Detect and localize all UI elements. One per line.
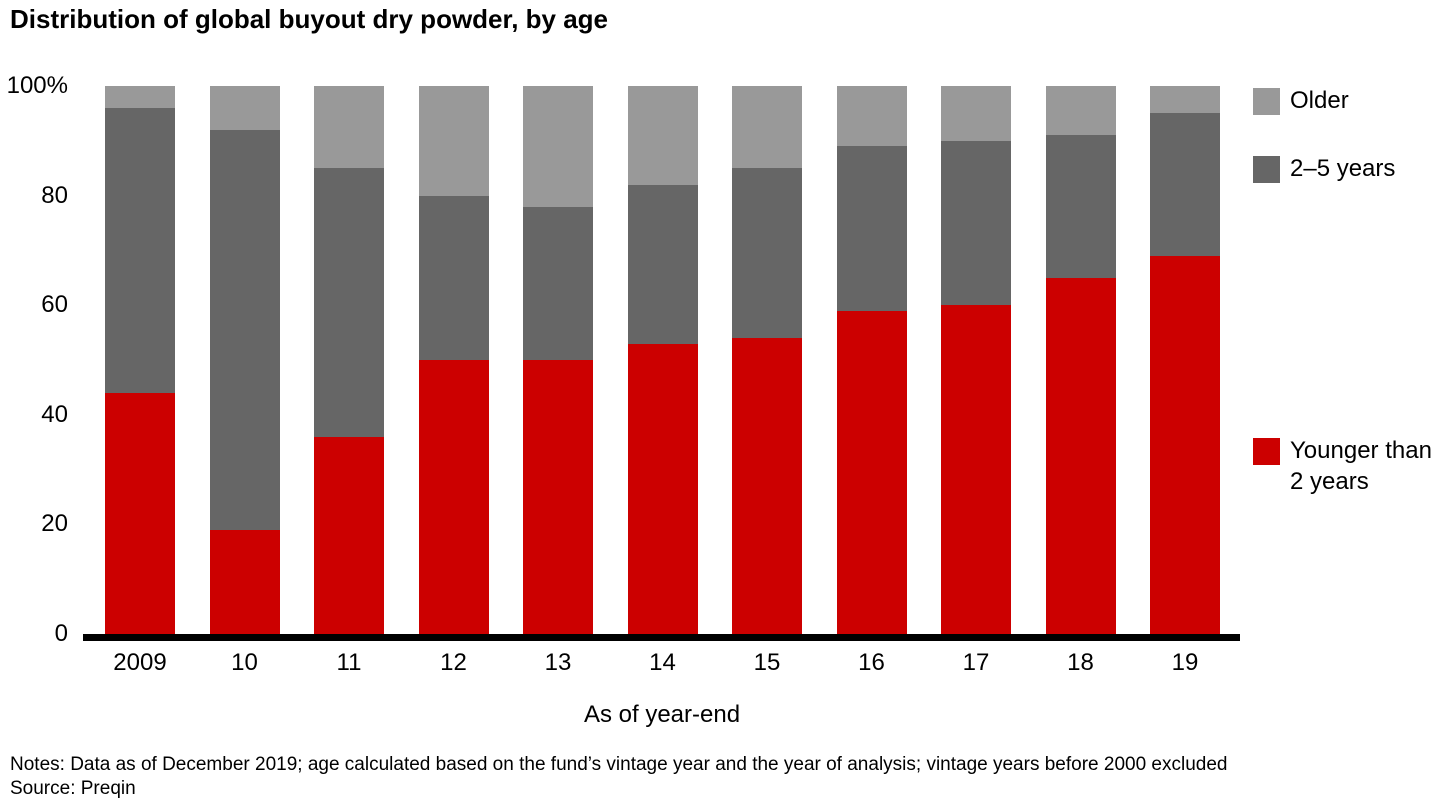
bar-segment — [105, 107, 175, 393]
bar-segment — [732, 86, 802, 169]
bar-segment — [836, 86, 907, 147]
younger-swatch — [1253, 438, 1280, 465]
legend-label-older: Older — [1290, 87, 1349, 114]
bar-segment — [209, 529, 280, 634]
x-tick-label: 16 — [858, 649, 885, 676]
bar-segment — [627, 86, 698, 185]
y-tick-label: 80 — [41, 181, 68, 209]
bar-segment — [732, 168, 802, 339]
bar-segment — [418, 86, 489, 196]
x-tick-label: 19 — [1171, 649, 1199, 676]
x-tick-label: 11 — [336, 649, 362, 676]
bar-segment — [523, 360, 593, 634]
x-tick-label: 2009 — [113, 649, 167, 676]
bar-segment — [209, 129, 280, 530]
bar-segment — [523, 206, 593, 360]
x-tick-label: 13 — [544, 649, 572, 676]
x-axis-caption: As of year-end — [583, 701, 741, 728]
bar-segment — [105, 392, 175, 634]
bar-segment — [1045, 277, 1116, 634]
y-tick-label: 40 — [41, 400, 68, 428]
x-tick-label: 15 — [753, 649, 781, 676]
bar-segment — [1150, 255, 1220, 634]
legend-label-younger: Younger than 2 years — [1290, 437, 1432, 495]
2-5-years-swatch — [1253, 156, 1280, 183]
bar-segment — [1150, 113, 1220, 256]
bar-segment — [836, 310, 907, 634]
x-tick-label: 17 — [962, 649, 990, 676]
bar-segment — [836, 146, 907, 311]
source-text: Source: Preqin — [10, 778, 136, 799]
bar-segment — [418, 360, 489, 634]
plot-area — [85, 86, 1240, 634]
legend-label-2-5-years: 2–5 years — [1290, 155, 1396, 182]
bar-segment — [1150, 86, 1220, 114]
bar-segment — [732, 338, 802, 634]
bar-segment — [209, 86, 280, 130]
bar-segment — [314, 86, 384, 169]
x-tick-label: 18 — [1067, 649, 1094, 676]
bar-segment — [941, 140, 1011, 306]
bar-segment — [314, 168, 384, 437]
chart-title: Distribution of global buyout dry powder… — [10, 4, 609, 34]
older-swatch — [1253, 88, 1280, 115]
bar-segment — [1045, 86, 1116, 136]
bar-segment — [523, 86, 593, 207]
bar-segment — [1045, 135, 1116, 278]
y-tick-label: 100% — [6, 72, 68, 99]
bar-segment — [941, 305, 1011, 634]
bar-segment — [418, 195, 489, 360]
x-tick-label: 14 — [649, 649, 676, 676]
x-tick-label: 10 — [231, 649, 258, 676]
bar-segment — [314, 436, 384, 634]
bar-segment — [941, 86, 1011, 141]
notes-text: Notes: Data as of December 2019; age cal… — [10, 754, 1228, 775]
y-tick-label: 0 — [54, 620, 68, 647]
x-axis-line — [83, 634, 1240, 641]
y-tick-label: 60 — [41, 291, 68, 319]
bar-segment — [105, 86, 175, 108]
bar-segment — [627, 343, 698, 634]
x-tick-label: 12 — [440, 649, 467, 676]
bar-segment — [627, 184, 698, 344]
y-tick-label: 20 — [41, 510, 68, 538]
